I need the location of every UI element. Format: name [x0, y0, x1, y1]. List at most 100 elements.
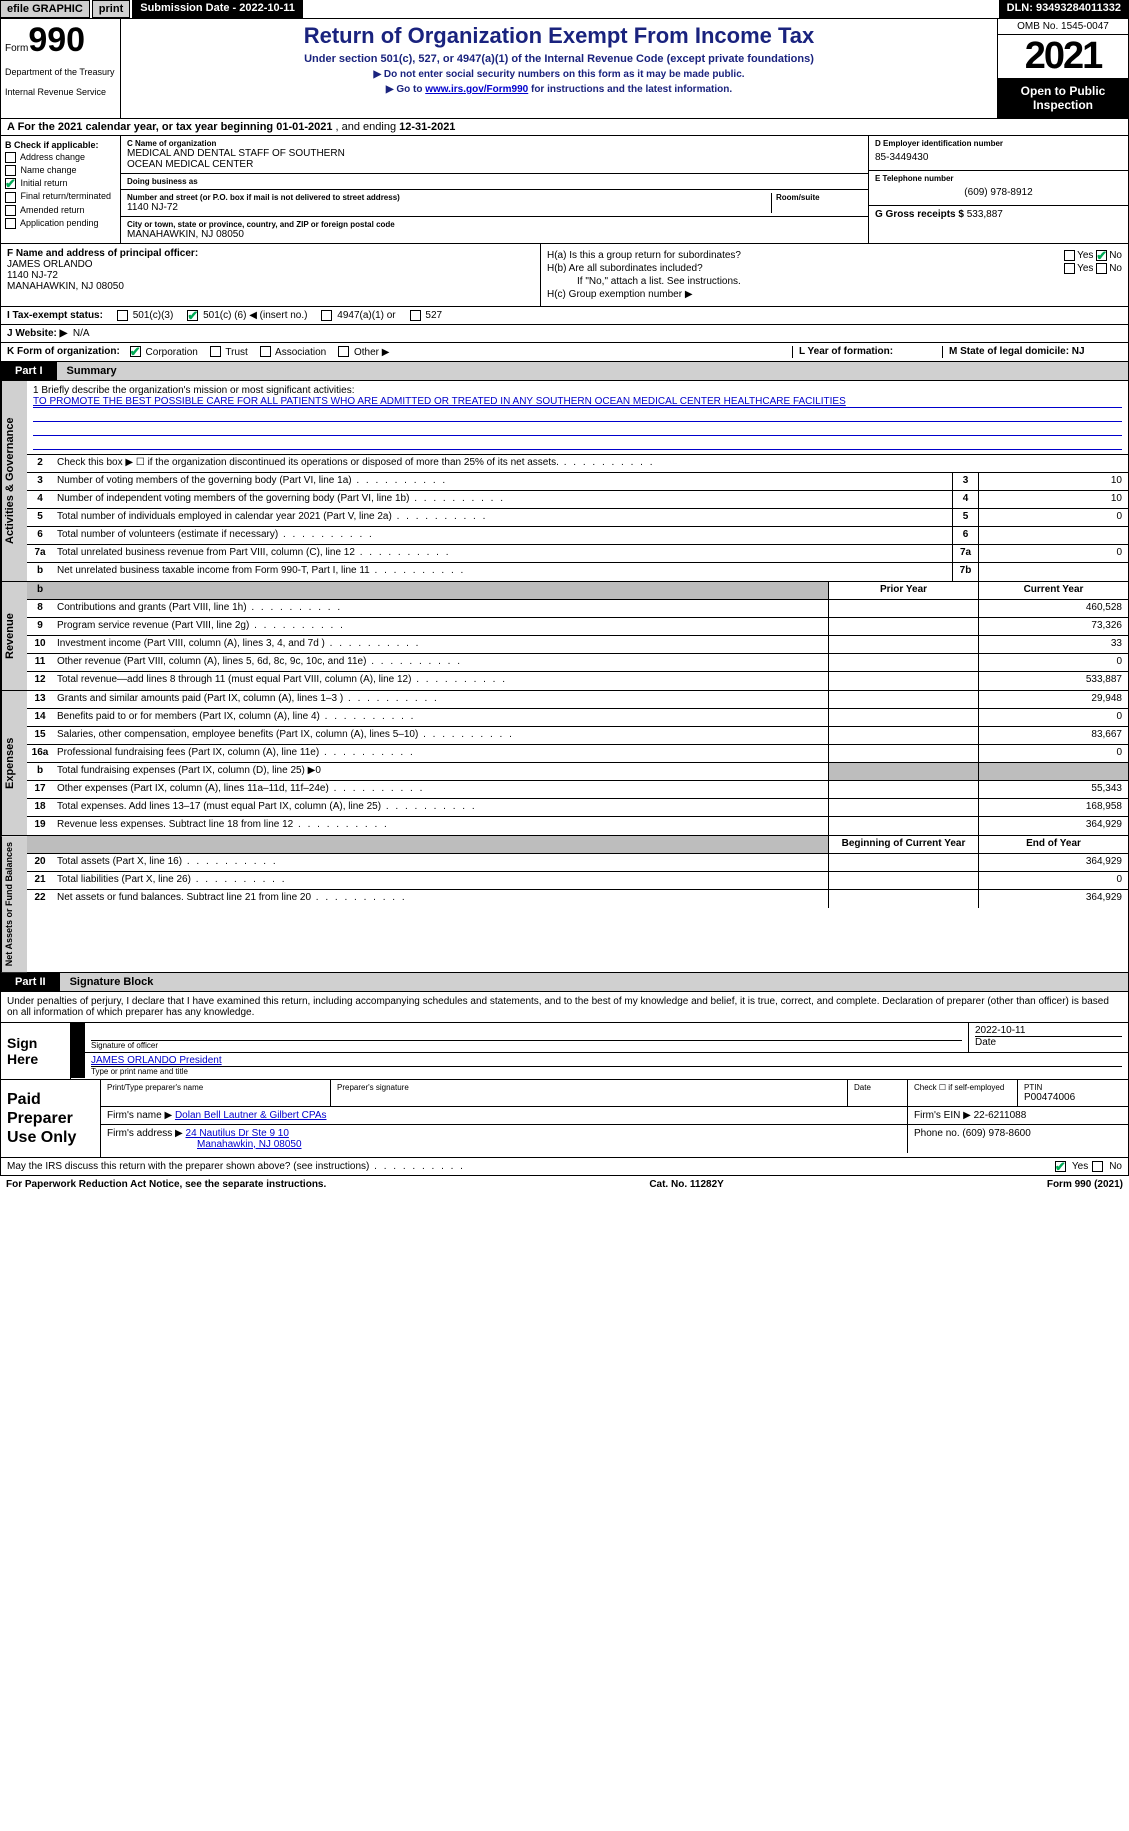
i-527-checkbox[interactable] — [410, 310, 421, 321]
firm-ein: 22-6211088 — [974, 1110, 1027, 1121]
part1-num: Part I — [1, 362, 57, 380]
colb-checkbox[interactable] — [5, 165, 16, 176]
officer-addr1: 1140 NJ-72 — [7, 270, 534, 281]
hc-label: H(c) Group exemption number ▶ — [547, 289, 693, 300]
k-checkbox[interactable] — [338, 346, 349, 357]
form-header: Form990 Department of the Treasury Inter… — [0, 19, 1129, 119]
line-klm: K Form of organization: Corporation Trus… — [0, 343, 1129, 361]
k-checkbox[interactable] — [210, 346, 221, 357]
cal-a: A For the 2021 calendar year, or tax yea… — [7, 121, 276, 133]
city-row: City or town, state or province, country… — [121, 217, 868, 243]
f-label: F Name and address of principal officer: — [7, 248, 198, 259]
summary-row: bTotal fundraising expenses (Part IX, co… — [27, 763, 1128, 781]
section-revenue: Revenue b Prior Year Current Year 8Contr… — [0, 582, 1129, 691]
summary-row: 20Total assets (Part X, line 16)364,929 — [27, 854, 1128, 872]
submission-date: Submission Date - 2022-10-11 — [132, 0, 303, 18]
hb-no-checkbox[interactable] — [1096, 263, 1107, 274]
colb-item[interactable]: Application pending — [5, 218, 116, 229]
summary-row: 18Total expenses. Add lines 13–17 (must … — [27, 799, 1128, 817]
summary-row: 4Number of independent voting members of… — [27, 491, 1128, 509]
goto-post: for instructions and the latest informat… — [528, 84, 732, 95]
part2-header: Part II Signature Block — [0, 973, 1129, 992]
i-4947-checkbox[interactable] — [321, 310, 332, 321]
summary-row: 6Total number of volunteers (estimate if… — [27, 527, 1128, 545]
hb-label: H(b) Are all subordinates included? — [547, 263, 703, 274]
colb-checkbox[interactable] — [5, 192, 16, 203]
ha-no-checkbox[interactable] — [1096, 250, 1107, 261]
pointer-icon — [71, 1023, 85, 1052]
pra-footer: For Paperwork Reduction Act Notice, see … — [0, 1176, 1129, 1193]
irs-label: Internal Revenue Service — [5, 87, 116, 97]
street-row: Number and street (or P.O. box if mail i… — [121, 190, 868, 217]
col-b-label: B Check if applicable: — [5, 140, 99, 150]
dept-label: Department of the Treasury — [5, 67, 116, 77]
tax-year: 2021 — [998, 35, 1128, 78]
i-501c3-checkbox[interactable] — [117, 310, 128, 321]
colb-checkbox[interactable] — [5, 218, 16, 229]
colb-checkbox[interactable] — [5, 178, 16, 189]
col-d: D Employer identification number 85-3449… — [868, 136, 1128, 243]
current-year-hdr: Current Year — [978, 582, 1128, 599]
col-b-items: Address change Name change Initial retur… — [5, 152, 116, 229]
col-c: C Name of organization MEDICAL AND DENTA… — [121, 136, 868, 243]
i-501c-checkbox[interactable] — [187, 310, 198, 321]
summary-row: 12Total revenue—add lines 8 through 11 (… — [27, 672, 1128, 690]
discuss-no-checkbox[interactable] — [1092, 1161, 1103, 1172]
k-checkbox[interactable] — [260, 346, 271, 357]
city-value: MANAHAWKIN, NJ 08050 — [127, 229, 862, 240]
part2-num: Part II — [1, 973, 60, 991]
colb-item[interactable]: Name change — [5, 165, 116, 176]
colb-item[interactable]: Address change — [5, 152, 116, 163]
discuss-yes-checkbox[interactable] — [1055, 1161, 1066, 1172]
summary-row: 22Net assets or fund balances. Subtract … — [27, 890, 1128, 908]
summary-row: 21Total liabilities (Part X, line 26)0 — [27, 872, 1128, 890]
colb-item[interactable]: Initial return — [5, 178, 116, 189]
i-label: I Tax-exempt status: — [7, 310, 103, 321]
officer-signature-line[interactable] — [91, 1025, 962, 1041]
line-i: I Tax-exempt status: 501(c)(3) 501(c) (6… — [0, 307, 1129, 325]
summary-row: 10Investment income (Part VIII, column (… — [27, 636, 1128, 654]
efile-badge: efile GRAPHIC — [0, 0, 90, 18]
boc-hdr: Beginning of Current Year — [828, 836, 978, 853]
mission-block: 1 Briefly describe the organization's mi… — [27, 381, 1128, 455]
summary-row: 15Salaries, other compensation, employee… — [27, 727, 1128, 745]
section-bcd: B Check if applicable: Address change Na… — [0, 136, 1129, 244]
rev-header-row: b Prior Year Current Year — [27, 582, 1128, 600]
section-h: H(a) Is this a group return for subordin… — [541, 244, 1128, 306]
section-fh: F Name and address of principal officer:… — [0, 244, 1129, 307]
colb-item[interactable]: Amended return — [5, 205, 116, 216]
summary-row: 3Number of voting members of the governi… — [27, 473, 1128, 491]
m-label: M State of legal domicile: NJ — [949, 346, 1085, 357]
line-j: J Website: ▶ N/A — [0, 325, 1129, 343]
ptin-value: P00474006 — [1024, 1092, 1122, 1103]
summary-row: 16aProfessional fundraising fees (Part I… — [27, 745, 1128, 763]
org-name-row: C Name of organization MEDICAL AND DENTA… — [121, 136, 868, 174]
mission-line-3 — [33, 422, 1122, 436]
principal-officer: F Name and address of principal officer:… — [1, 244, 541, 306]
colb-item[interactable]: Final return/terminated — [5, 191, 116, 202]
form-word: Form — [5, 43, 28, 54]
na-rows: 20Total assets (Part X, line 16)364,9292… — [27, 854, 1128, 908]
colb-checkbox[interactable] — [5, 152, 16, 163]
ein-row: D Employer identification number 85-3449… — [869, 136, 1128, 171]
ein-value: 85-3449430 — [875, 148, 1122, 167]
k-label: K Form of organization: — [7, 346, 120, 357]
colb-checkbox[interactable] — [5, 205, 16, 216]
hb-yes-checkbox[interactable] — [1064, 263, 1075, 274]
print-button[interactable]: print — [92, 0, 130, 18]
summary-row: 7aTotal unrelated business revenue from … — [27, 545, 1128, 563]
part2-title: Signature Block — [60, 973, 1128, 991]
org-name-1: MEDICAL AND DENTAL STAFF OF SOUTHERN — [127, 148, 862, 159]
firm-addr1: 24 Nautilus Dr Ste 9 10 — [186, 1128, 289, 1139]
summary-row: 11Other revenue (Part VIII, column (A), … — [27, 654, 1128, 672]
ha-yes-checkbox[interactable] — [1064, 250, 1075, 261]
l-label: L Year of formation: — [799, 346, 893, 357]
k-checkbox[interactable] — [130, 346, 141, 357]
irs-link[interactable]: www.irs.gov/Form990 — [425, 84, 528, 95]
catalog-number: Cat. No. 11282Y — [649, 1179, 723, 1190]
discuss-q: May the IRS discuss this return with the… — [7, 1161, 465, 1172]
sign-here-label: Sign Here — [1, 1023, 71, 1079]
section-activities: Activities & Governance 1 Briefly descri… — [0, 381, 1129, 582]
firm-addr2: Manahawkin, NJ 08050 — [107, 1139, 901, 1150]
k-opts: Corporation Trust Association Other ▶ — [130, 346, 402, 357]
